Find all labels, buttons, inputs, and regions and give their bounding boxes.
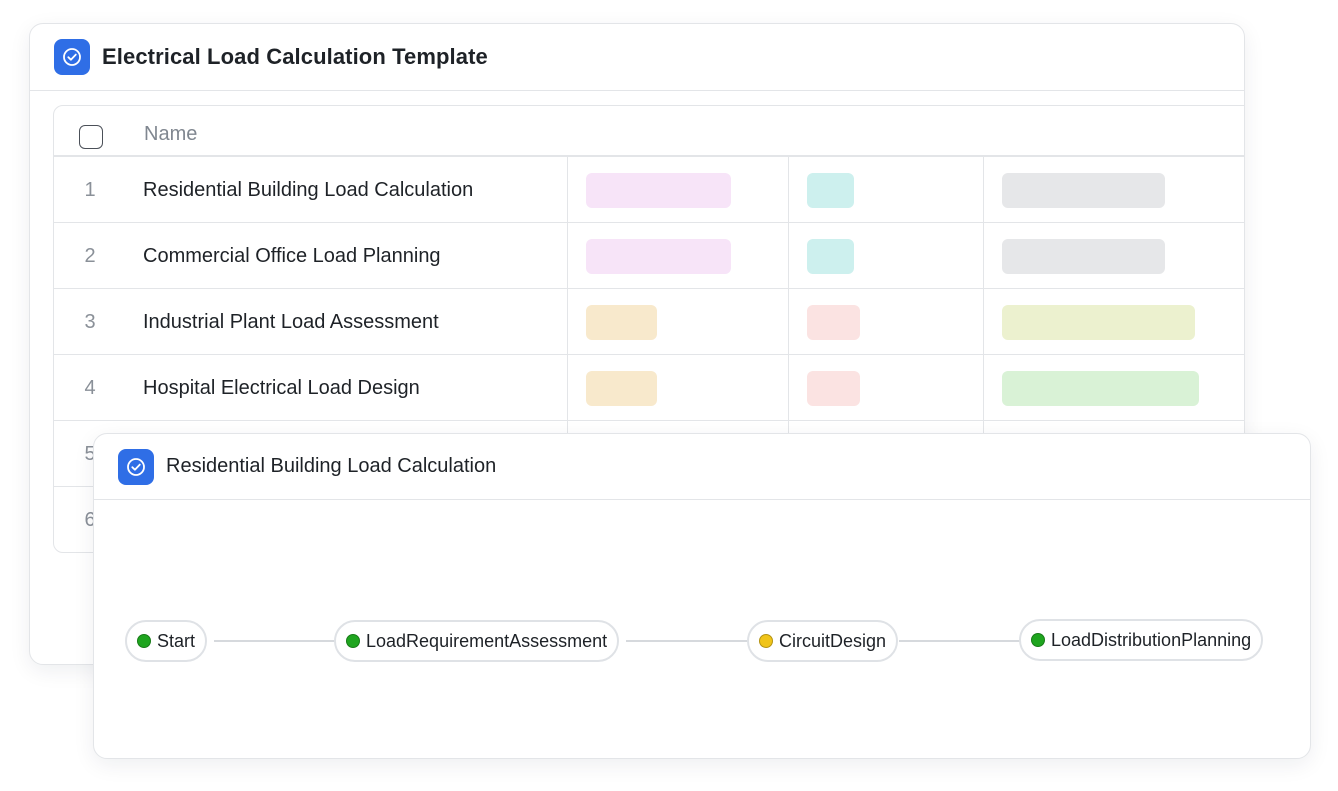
row-number: 1 [84, 178, 96, 201]
column-divider [567, 157, 568, 223]
flow-node-circuit-design[interactable]: CircuitDesign [747, 620, 899, 662]
column-divider [983, 223, 984, 289]
column-divider [983, 355, 984, 421]
column-divider [567, 289, 568, 355]
select-all-checkbox[interactable] [79, 125, 103, 149]
tag-placeholder [807, 305, 860, 340]
row-number: 6 [84, 508, 96, 531]
column-divider [788, 157, 789, 223]
row-name: Hospital Electrical Load Design [143, 376, 420, 399]
row-number: 2 [84, 244, 96, 267]
tag-placeholder [586, 371, 657, 406]
flow-node-label: LoadRequirementAssessment [366, 630, 608, 651]
tag-placeholder [807, 371, 860, 406]
tag-placeholder [1002, 371, 1199, 406]
column-divider [788, 223, 789, 289]
tag-placeholder [1002, 239, 1165, 274]
status-dot [137, 634, 151, 648]
column-divider [567, 223, 568, 289]
workflow-diagram: Start LoadRequirementAssessment CircuitD… [94, 501, 1310, 758]
workflow-card: Residential Building Load Calculation St… [93, 433, 1311, 759]
row-name: Industrial Plant Load Assessment [143, 310, 439, 333]
workflow-header: Residential Building Load Calculation [94, 434, 1310, 500]
tag-placeholder [586, 173, 731, 208]
tag-placeholder [1002, 305, 1195, 340]
status-dot [1031, 633, 1045, 647]
status-dot [759, 634, 773, 648]
tag-placeholder [1002, 173, 1165, 208]
row-number: 3 [84, 310, 96, 333]
flow-node-load-requirement-assessment[interactable]: LoadRequirementAssessment [334, 620, 620, 662]
status-dot [346, 634, 360, 648]
table-row[interactable]: 2 Commercial Office Load Planning [54, 223, 1244, 289]
column-divider [983, 157, 984, 223]
row-number: 4 [84, 376, 96, 399]
column-header-name[interactable]: Name [144, 123, 198, 145]
row-name: Residential Building Load Calculation [143, 178, 474, 201]
table-row[interactable]: 3 Industrial Plant Load Assessment [54, 289, 1244, 355]
workflow-title: Residential Building Load Calculation [166, 455, 497, 477]
flow-node-start[interactable]: Start [125, 620, 208, 662]
column-divider [788, 355, 789, 421]
column-divider [567, 355, 568, 421]
tag-placeholder [807, 173, 854, 208]
circle-check-icon [54, 39, 90, 75]
tag-placeholder [586, 239, 731, 274]
table-row[interactable]: 4 Hospital Electrical Load Design [54, 355, 1244, 421]
flow-node-label: LoadDistributionPlanning [1051, 629, 1252, 650]
circle-check-icon [118, 448, 154, 485]
flow-node-label: Start [157, 630, 196, 651]
tag-placeholder [586, 305, 657, 340]
template-title: Electrical Load Calculation Template [102, 44, 488, 69]
flow-node-load-distribution-planning[interactable]: LoadDistributionPlanning [1019, 619, 1264, 661]
flow-node-label: CircuitDesign [779, 630, 887, 651]
row-number: 5 [84, 442, 96, 465]
flow-connector [214, 640, 336, 642]
table-row[interactable]: 6 [54, 487, 1244, 552]
tag-placeholder [807, 239, 854, 274]
flow-connector [899, 640, 1021, 642]
column-divider [788, 289, 789, 355]
template-header: Electrical Load Calculation Template [30, 24, 1244, 91]
flow-connector [626, 640, 750, 642]
column-divider [983, 289, 984, 355]
row-name: Commercial Office Load Planning [143, 244, 441, 267]
table-row[interactable]: 1 Residential Building Load Calculation [54, 157, 1244, 223]
table-header: Name [54, 106, 1244, 157]
